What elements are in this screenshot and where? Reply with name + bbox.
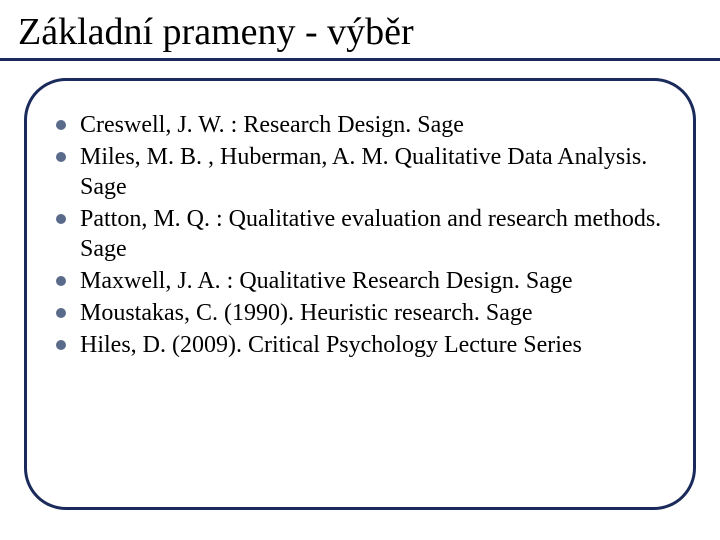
bullet-list: Creswell, J. W. : Research Design. Sage …	[56, 110, 676, 362]
slide: Základní prameny - výběr Creswell, J. W.…	[0, 0, 720, 540]
bullet-icon	[56, 340, 66, 350]
title-underline	[0, 58, 720, 61]
bullet-text: Moustakas, C. (1990). Heuristic research…	[80, 298, 533, 328]
list-item: Maxwell, J. A. : Qualitative Research De…	[56, 266, 676, 296]
bullet-text: Miles, M. B. , Huberman, A. M. Qualitati…	[80, 142, 676, 202]
slide-title: Základní prameny - výběr	[18, 10, 702, 54]
list-item: Patton, M. Q. : Qualitative evaluation a…	[56, 204, 676, 264]
bullet-icon	[56, 276, 66, 286]
title-area: Základní prameny - výběr	[0, 0, 720, 58]
bullet-text: Hiles, D. (2009). Critical Psychology Le…	[80, 330, 582, 360]
list-item: Hiles, D. (2009). Critical Psychology Le…	[56, 330, 676, 360]
list-item: Moustakas, C. (1990). Heuristic research…	[56, 298, 676, 328]
bullet-icon	[56, 214, 66, 224]
bullet-icon	[56, 120, 66, 130]
bullet-text: Maxwell, J. A. : Qualitative Research De…	[80, 266, 573, 296]
list-item: Creswell, J. W. : Research Design. Sage	[56, 110, 676, 140]
bullet-text: Patton, M. Q. : Qualitative evaluation a…	[80, 204, 676, 264]
bullet-text: Creswell, J. W. : Research Design. Sage	[80, 110, 464, 140]
bullet-icon	[56, 308, 66, 318]
bullet-icon	[56, 152, 66, 162]
list-item: Miles, M. B. , Huberman, A. M. Qualitati…	[56, 142, 676, 202]
